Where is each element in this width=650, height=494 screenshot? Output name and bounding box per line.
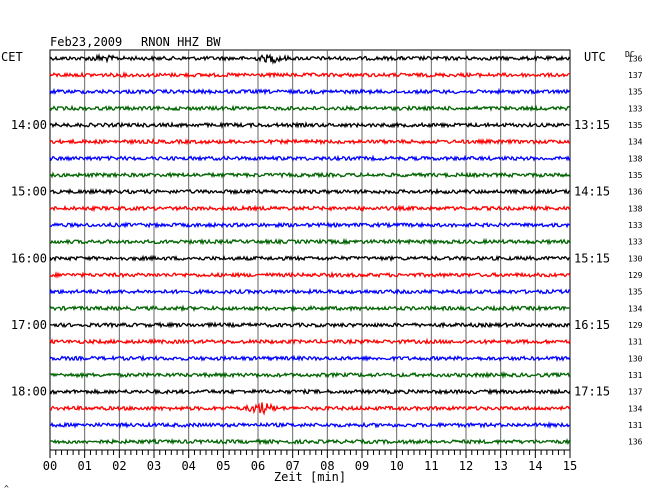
trace-line (49, 137, 571, 146)
dc-value: 136 (628, 438, 643, 447)
cet-hour-label: 15:00 (11, 185, 47, 199)
x-tick-label: 11 (424, 459, 438, 473)
utc-hour-label: 15:15 (574, 251, 610, 265)
trace-line (49, 221, 571, 229)
trace-line (49, 121, 571, 129)
minute-grid (84, 50, 536, 450)
trace-line (49, 337, 571, 346)
dc-value: 135 (628, 121, 643, 130)
cet-hour-label: 18:00 (11, 385, 47, 399)
x-tick-label: 01 (77, 459, 91, 473)
trace-line (49, 387, 571, 396)
trace-line (49, 237, 571, 246)
utc-hour-label: 17:15 (574, 385, 610, 399)
left-timezone-label: CET (1, 50, 23, 64)
dc-value: 131 (628, 371, 643, 380)
trace-line (49, 420, 571, 430)
x-tick-label: 13 (493, 459, 507, 473)
dc-value: 135 (628, 288, 643, 297)
dc-value: 138 (628, 204, 643, 213)
dc-value: 138 (628, 154, 643, 163)
dc-value: 130 (628, 354, 643, 363)
trace-line (49, 52, 571, 65)
dc-value: 131 (628, 338, 643, 347)
dc-value: 129 (628, 271, 643, 280)
utc-hour-labels: 13:15 14:15 15:15 16:15 17:15 (574, 118, 610, 399)
x-tick-label: 12 (459, 459, 473, 473)
dc-value: 134 (628, 404, 643, 413)
x-tick-label: 15 (563, 459, 577, 473)
x-tick-label: 10 (389, 459, 403, 473)
x-tick-label: 05 (216, 459, 230, 473)
dc-value: 137 (628, 388, 643, 397)
trace-line (49, 70, 571, 79)
dc-value: 136 (628, 188, 643, 197)
dc-value: 129 (628, 321, 643, 330)
footer-mark: ^ (4, 484, 9, 493)
trace-line (49, 271, 571, 279)
trace-line (49, 204, 571, 213)
trace-line (49, 87, 571, 96)
x-tick-label: 08 (320, 459, 334, 473)
trace-line (49, 187, 571, 196)
trace-line (49, 304, 571, 313)
trace-line (49, 371, 571, 380)
trace-line (49, 402, 571, 416)
station-label: RNON HHZ BW (141, 35, 221, 49)
cet-hour-label: 17:00 (11, 318, 47, 332)
utc-hour-label: 14:15 (574, 185, 610, 199)
x-tick-label: 02 (112, 459, 126, 473)
cet-hour-label: 14:00 (11, 118, 47, 132)
utc-hour-label: 13:15 (574, 118, 610, 132)
x-tick-label: 06 (251, 459, 265, 473)
utc-hour-label: 16:15 (574, 318, 610, 332)
dc-value: 133 (628, 104, 643, 113)
dc-value-labels: 136 137 135 133 135 134 138 135 136 138 133 133 130 1… (628, 54, 643, 446)
right-timezone-label: UTC (584, 50, 606, 64)
dc-value: 135 (628, 88, 643, 97)
cet-hour-labels: 14:00 15:00 16:00 17:00 18:00 (11, 118, 47, 399)
dc-header-label: DC (625, 50, 635, 59)
dc-value: 137 (628, 71, 643, 80)
trace-group (49, 52, 571, 446)
x-tick-label: 07 (285, 459, 299, 473)
trace-line (49, 104, 571, 112)
trace-line (49, 287, 571, 296)
dc-value: 134 (628, 304, 643, 313)
trace-line (49, 438, 571, 446)
dc-value: 130 (628, 254, 643, 263)
dc-value: 134 (628, 138, 643, 147)
x-axis: 00 01 02 03 04 05 06 07 08 09 10 11 12 13 14 15 (43, 449, 577, 473)
dc-value: 135 (628, 171, 643, 180)
x-tick-label: 14 (528, 459, 542, 473)
cet-hour-label: 16:00 (11, 251, 47, 265)
trace-line (49, 321, 571, 329)
dc-value: 136 (628, 54, 643, 63)
trace-line (49, 354, 571, 363)
x-tick-label: 09 (355, 459, 369, 473)
trace-line (49, 171, 571, 179)
x-tick-label: 03 (147, 459, 161, 473)
dc-value: 133 (628, 238, 643, 247)
dc-value: 131 (628, 421, 643, 430)
trace-line (49, 154, 571, 162)
x-tick-label: 00 (43, 459, 57, 473)
x-tick-label: 04 (181, 459, 195, 473)
trace-line (49, 254, 571, 263)
dc-value: 133 (628, 221, 643, 230)
x-axis-label: Zeit [min] (274, 470, 346, 484)
date-label: Feb23,2009 (50, 35, 122, 49)
